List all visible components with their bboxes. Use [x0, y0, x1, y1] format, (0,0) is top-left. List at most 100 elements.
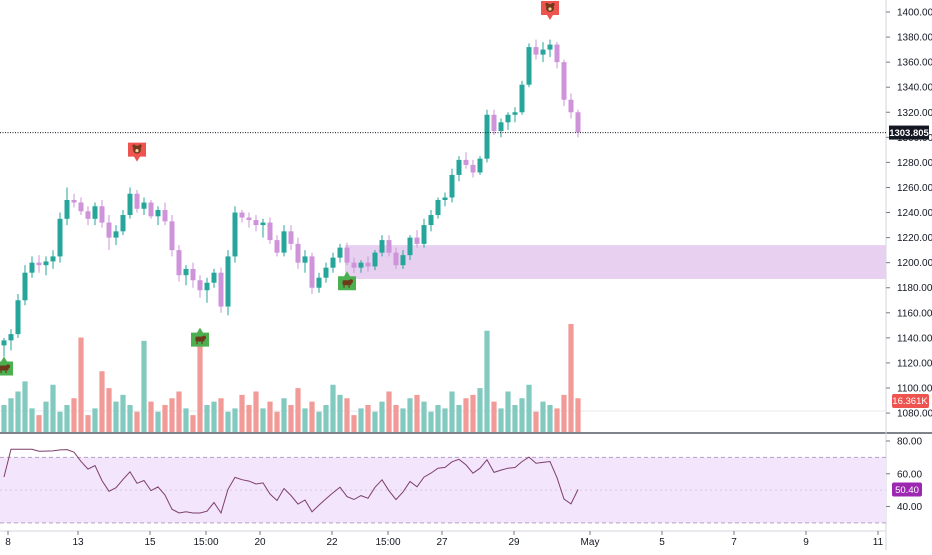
bear-icon-ear — [551, 2, 555, 7]
candle-body — [386, 240, 392, 253]
price-tick-label: 1320.000 — [897, 108, 932, 119]
candle-body — [29, 262, 35, 273]
last-price-value: 1303.805 — [889, 128, 929, 139]
candle-body — [323, 267, 329, 278]
volume-bar — [225, 411, 231, 432]
volume-bar — [29, 408, 35, 432]
volume-bar — [463, 398, 469, 432]
price-axis[interactable]: 1080.000 1100.000 1120.000 1140.000 1160.000… — [886, 8, 932, 420]
volume-bar — [267, 401, 273, 432]
volume-bar — [120, 394, 126, 432]
volume-bar — [211, 401, 217, 432]
demand-zone-rect — [345, 245, 886, 279]
volume-bar — [141, 340, 147, 432]
candle-body — [148, 202, 154, 217]
candle-body — [162, 210, 168, 222]
volume-bar — [36, 415, 42, 432]
volume-bar — [498, 408, 504, 432]
rsi-badge — [892, 482, 922, 497]
candle-body — [449, 174, 455, 198]
price-tick-label: 1120.000 — [897, 358, 932, 369]
candle-body — [267, 222, 273, 241]
candle-body — [22, 272, 28, 301]
candle-body — [274, 240, 280, 253]
volume-bar — [421, 401, 427, 432]
price-tick-label: 1280.000 — [897, 158, 932, 169]
last-price-badge — [889, 125, 929, 140]
candle-body — [260, 222, 266, 226]
time-tick-label: 20 — [254, 537, 266, 548]
volume-bar — [484, 330, 490, 432]
candle-body — [463, 159, 469, 165]
candle-body — [505, 114, 511, 123]
candle-body — [526, 47, 532, 85]
volume-label: 16.361K — [892, 394, 929, 408]
time-tick-label: 8 — [5, 537, 11, 548]
volume-bar — [449, 391, 455, 432]
bear-icon-ear — [138, 144, 142, 148]
candle-body — [575, 112, 581, 133]
volume-value: 16.361K — [892, 396, 928, 407]
volume-bar — [281, 398, 287, 432]
bull-signal-marker — [0, 356, 13, 376]
candle-body — [36, 262, 42, 266]
volume-bar — [43, 401, 49, 432]
time-tick-label: 13 — [72, 537, 84, 548]
volume-bar — [92, 408, 98, 432]
candle-body — [533, 47, 539, 55]
candle-body — [225, 256, 231, 307]
rsi-tick-label: 80.00 — [897, 437, 922, 448]
volume-bar — [386, 391, 392, 432]
rsi-tick-label: 40.00 — [897, 502, 922, 513]
candle-body — [302, 256, 308, 263]
candle-body — [512, 112, 518, 115]
volume-bar — [232, 408, 238, 432]
price-candles — [1, 39, 581, 357]
candle-body — [358, 262, 364, 268]
candle-body — [127, 193, 133, 216]
bear-signal-marker — [128, 142, 146, 162]
volume-bar — [71, 398, 77, 432]
volume-bar — [428, 411, 434, 432]
time-tick-label: May — [581, 537, 600, 548]
candle-body — [309, 256, 315, 288]
candle-body — [421, 225, 427, 244]
candle-body — [400, 255, 406, 266]
time-axis[interactable]: 8 13 15 15:00 20 22 15:00 27 29 May 5 7 9 11 — [5, 531, 884, 548]
candle-body — [337, 247, 343, 258]
candle-body — [316, 277, 322, 288]
candle-body — [484, 114, 490, 159]
bear-icon-snout — [135, 149, 139, 153]
volume-bar — [470, 394, 476, 432]
volume-bar — [414, 394, 420, 432]
candle-body — [519, 84, 525, 113]
price-tick-label: 1160.000 — [897, 308, 932, 319]
volume-bar — [442, 408, 448, 432]
time-tick-label: 7 — [731, 537, 737, 548]
bull-icon-head — [349, 279, 353, 284]
candle-body — [57, 218, 63, 257]
bull-icon-head — [6, 364, 10, 369]
candle-body — [470, 164, 476, 173]
price-tick-label: 1380.000 — [897, 33, 932, 44]
candle-body — [365, 262, 371, 267]
candle-body — [197, 280, 203, 291]
candle-body — [106, 222, 112, 238]
volume-bar — [351, 415, 357, 432]
rsi-value: 50.40 — [895, 485, 919, 496]
volume-bar — [78, 337, 84, 432]
candle-body — [190, 268, 196, 281]
candle-body — [498, 122, 504, 132]
candle-body — [8, 334, 14, 341]
volume-bar — [400, 408, 406, 432]
demand-zone — [345, 245, 886, 279]
volume-bar — [260, 408, 266, 432]
bear-icon-ear — [545, 2, 549, 7]
volume-bar — [64, 405, 70, 432]
volume-bar — [106, 388, 112, 432]
candle-body — [442, 197, 448, 200]
volume-bar — [365, 405, 371, 432]
candle-body — [64, 200, 70, 219]
volume-bar — [134, 411, 140, 432]
